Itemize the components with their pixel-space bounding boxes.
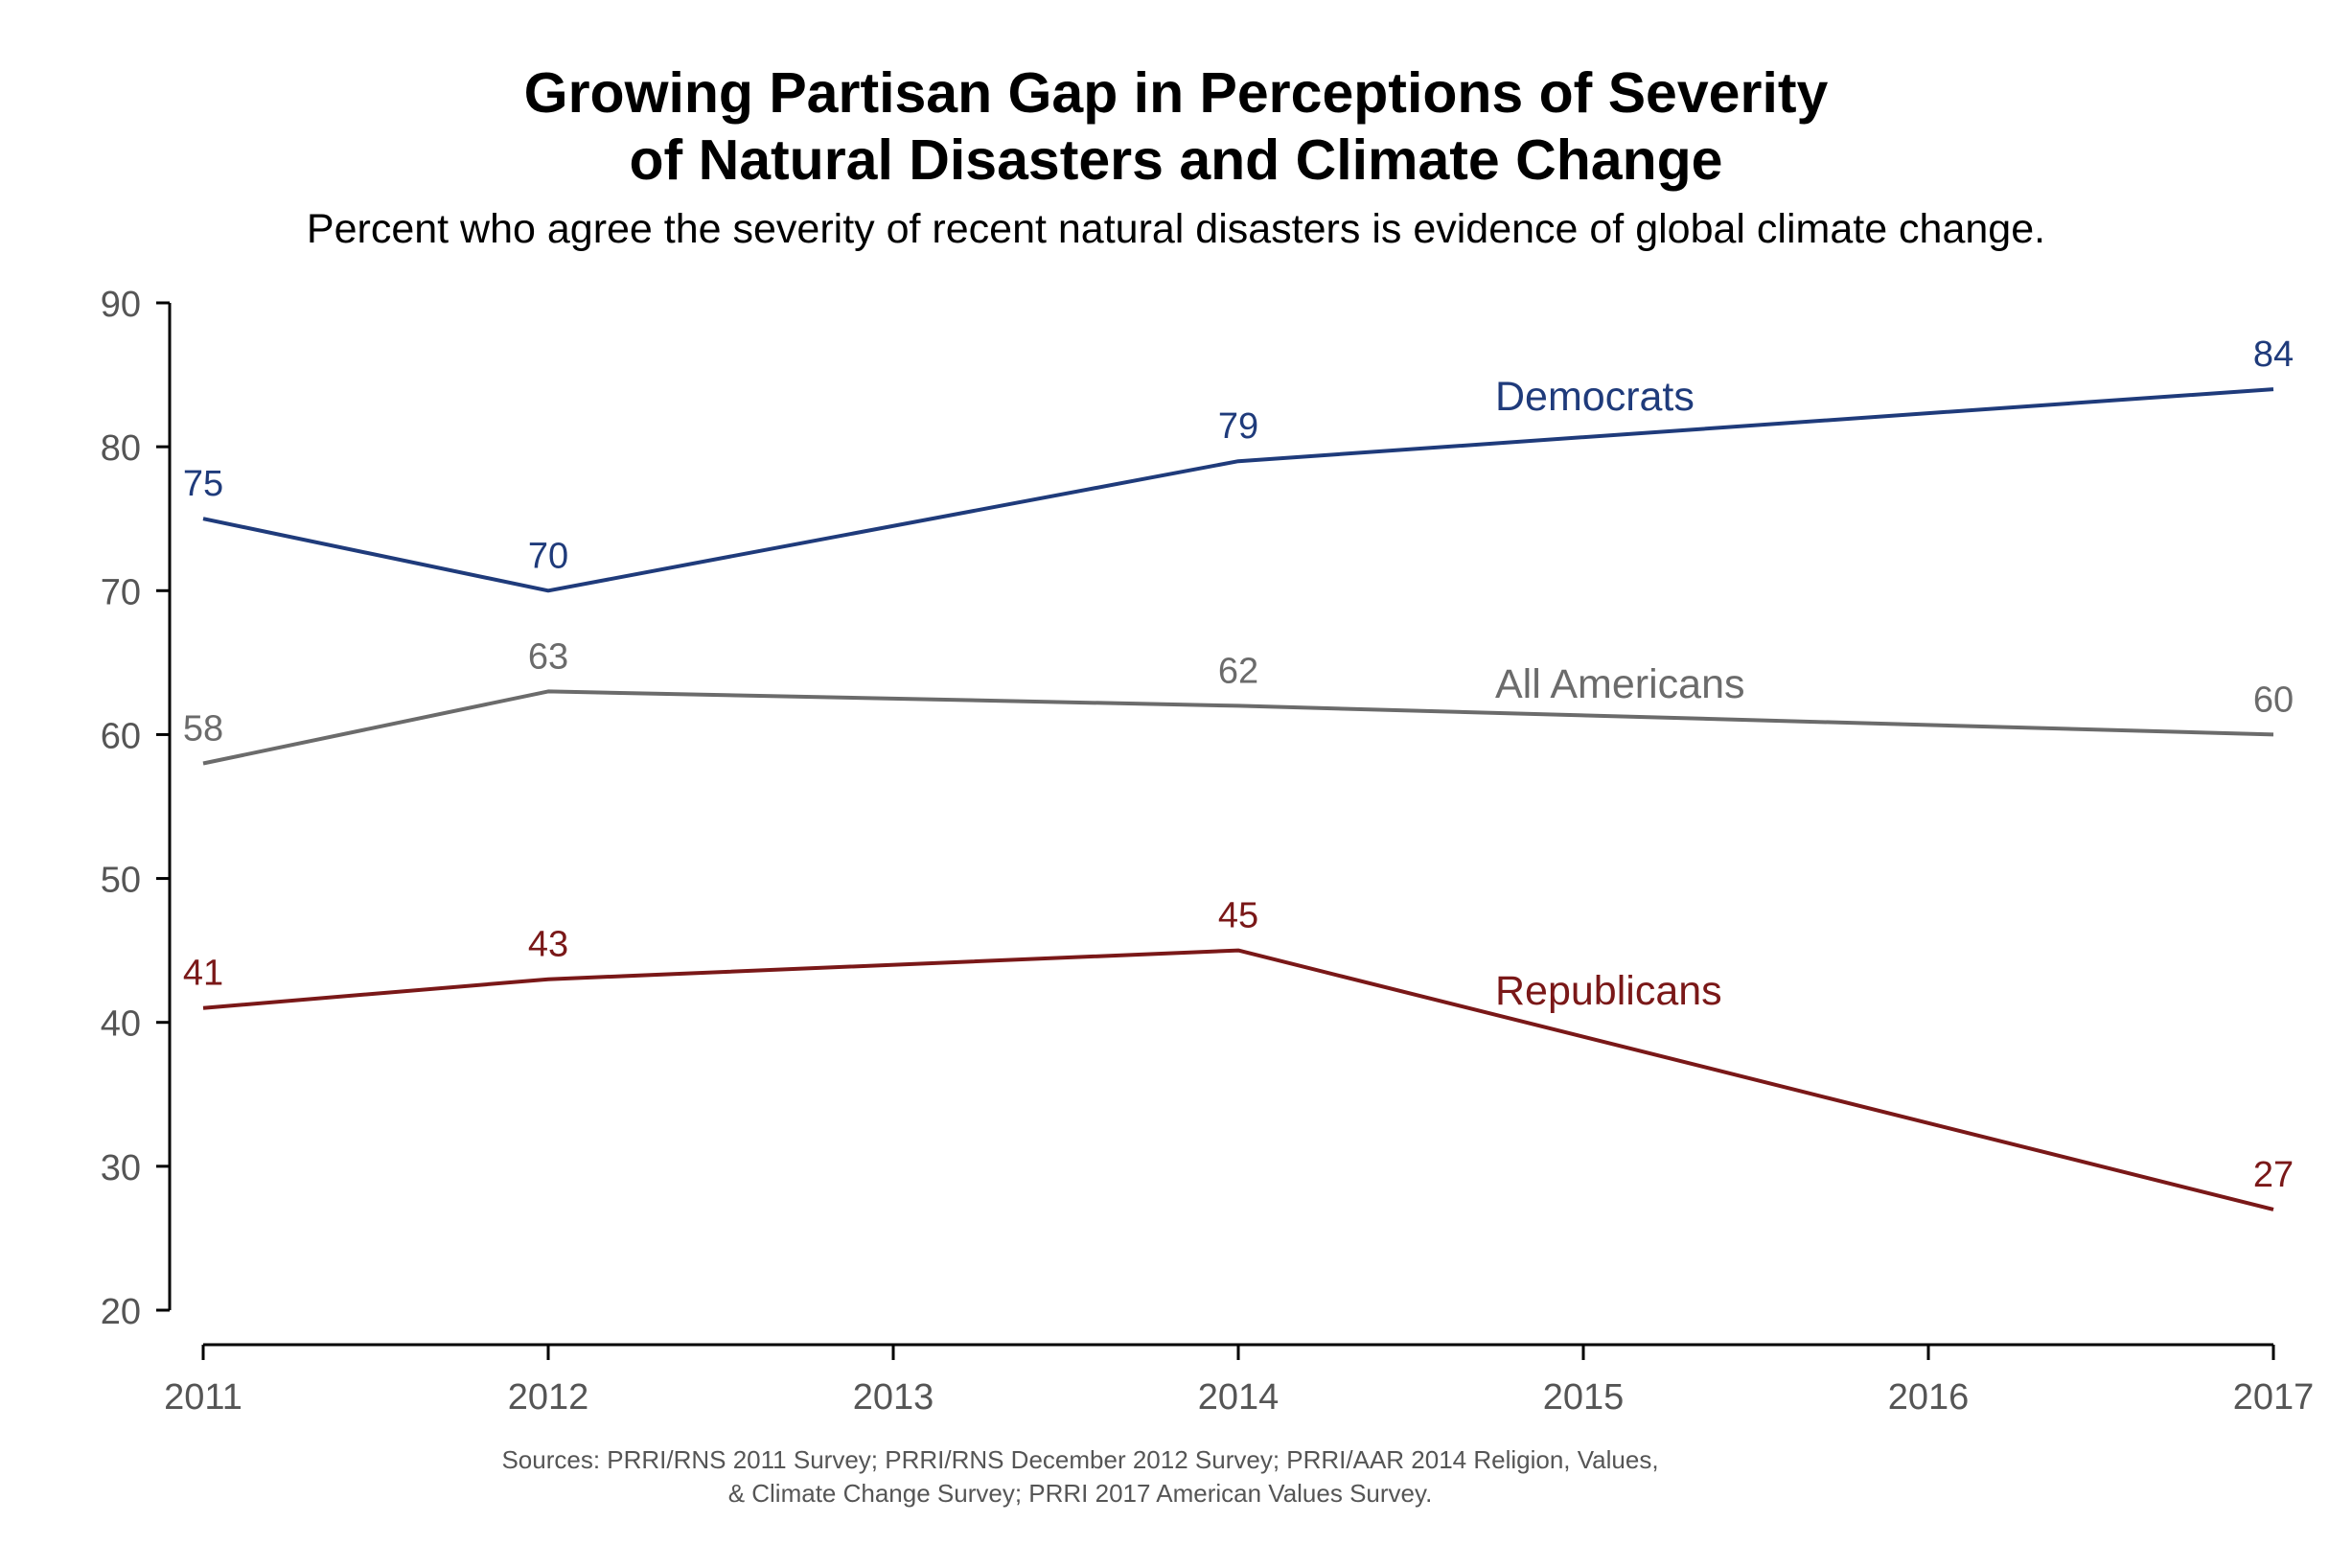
y-tick-label: 80 [101, 428, 141, 469]
y-tick-label: 20 [101, 1292, 141, 1332]
data-label-democrats: 70 [528, 536, 568, 576]
data-label-all-americans: 63 [528, 636, 568, 677]
y-tick-label: 50 [101, 861, 141, 901]
chart-title-line-1: Growing Partisan Gap in Perceptions of S… [523, 61, 1829, 125]
data-label-republicans: 41 [183, 954, 223, 994]
y-tick-label: 90 [101, 285, 141, 325]
data-label-democrats: 79 [1218, 406, 1258, 447]
series-name-republicans: Republicans [1495, 968, 1722, 1014]
chart-title-line-2: of Natural Disasters and Climate Change [629, 128, 1723, 192]
chart-subtitle: Percent who agree the severity of recent… [306, 206, 2046, 252]
data-label-all-americans: 60 [2253, 680, 2294, 720]
series-line-democrats [202, 387, 2274, 593]
data-label-republicans: 43 [528, 925, 568, 965]
data-label-republicans: 45 [1218, 896, 1258, 936]
series-name-labels: Democrats All Americans Republicans [1495, 374, 1744, 1014]
series-name-democrats: Democrats [1495, 374, 1695, 420]
x-tick-label: 2012 [508, 1377, 589, 1418]
series-name-all-americans: All Americans [1495, 661, 1744, 707]
y-tick-label: 60 [101, 716, 141, 756]
source-note-line-1: Sources: PRRI/RNS 2011 Survey; PRRI/RNS … [501, 1445, 1659, 1474]
x-tick-label: 2014 [1198, 1377, 1280, 1418]
series-line-all-americans [202, 689, 2274, 766]
x-tick-label: 2017 [2233, 1377, 2315, 1418]
x-tick-label: 2011 [164, 1377, 242, 1418]
x-tick-label: 2016 [1888, 1377, 1970, 1418]
series-lines [202, 387, 2274, 1211]
data-label-all-americans: 62 [1218, 651, 1258, 691]
y-tick-label: 40 [101, 1004, 141, 1045]
x-tick-label: 2013 [853, 1377, 934, 1418]
data-labels: 75 70 79 84 58 63 62 60 41 43 45 27 [183, 334, 2294, 1195]
series-line-republicans [202, 948, 2274, 1211]
data-label-democrats: 75 [183, 464, 223, 504]
source-note-line-2: & Climate Change Survey; PRRI 2017 Ameri… [727, 1479, 1433, 1508]
data-label-all-americans: 58 [183, 708, 223, 749]
x-tick-label: 2015 [1543, 1377, 1625, 1418]
data-label-republicans: 27 [2253, 1155, 2294, 1195]
data-label-democrats: 84 [2253, 334, 2294, 375]
y-tick-label: 30 [101, 1148, 141, 1188]
chart-axes: 20 30 40 50 60 70 80 90 2011 2012 2013 2014 2015 2016… [101, 285, 2315, 1418]
y-tick-label: 70 [101, 572, 141, 612]
